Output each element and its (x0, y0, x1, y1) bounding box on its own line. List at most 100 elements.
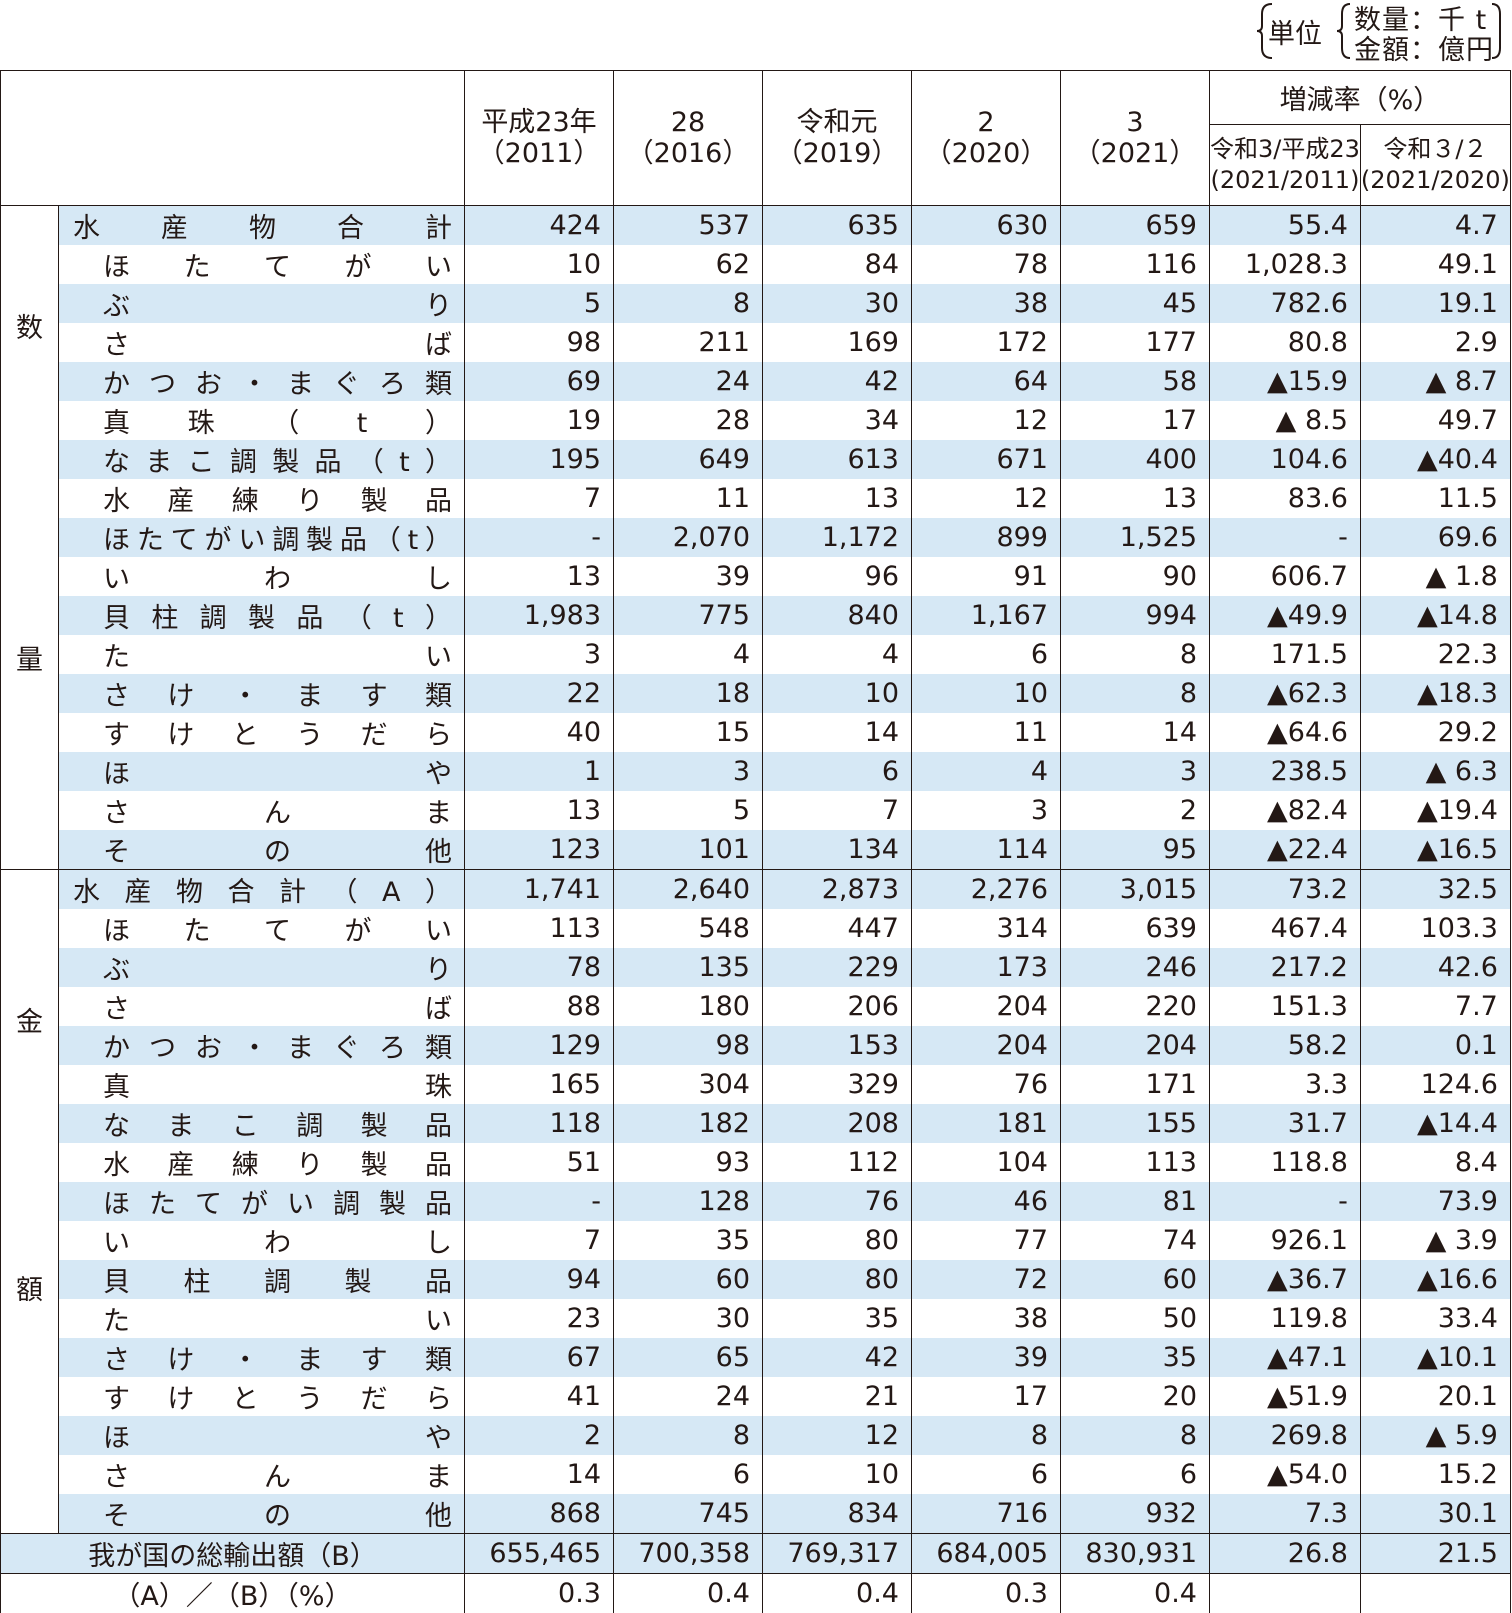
value-cell: 104.6 (1210, 440, 1361, 479)
value-cell: 8 (614, 284, 763, 323)
value-cell: 35 (1061, 1338, 1210, 1377)
section-value: 金額 (1, 870, 59, 1534)
value-cell: 2,276 (912, 870, 1061, 910)
value-cell: 83.6 (1210, 479, 1361, 518)
value-cell: 58.2 (1210, 1026, 1361, 1065)
row-label: さんま (59, 1455, 465, 1494)
value-cell: 119.8 (1210, 1299, 1361, 1338)
value-cell: 76 (763, 1182, 912, 1221)
value-cell: 15 (614, 713, 763, 752)
row-label: ぶり (59, 284, 465, 323)
value-cell: 537 (614, 206, 763, 246)
value-cell: 13 (1061, 479, 1210, 518)
value-cell: 8 (1061, 674, 1210, 713)
value-cell: 77 (912, 1221, 1061, 1260)
value-cell: 745 (614, 1494, 763, 1534)
value-cell: 13 (763, 479, 912, 518)
value-cell: 2,873 (763, 870, 912, 910)
value-cell: 80 (763, 1221, 912, 1260)
row-label: いわし (59, 1221, 465, 1260)
value-cell: 51 (465, 1143, 614, 1182)
value-cell: ▲22.4 (1210, 830, 1361, 870)
value-cell: 20 (1061, 1377, 1210, 1416)
value-cell: 118 (465, 1104, 614, 1143)
value-cell: 1 (465, 752, 614, 791)
value-cell: 684,005 (912, 1534, 1061, 1574)
value-cell: ▲14.8 (1360, 596, 1510, 635)
value-cell: 93 (614, 1143, 763, 1182)
value-cell: 639 (1061, 909, 1210, 948)
value-cell: ▲ 1.8 (1360, 557, 1510, 596)
value-cell: 1,983 (465, 596, 614, 635)
value-cell: - (465, 518, 614, 557)
row-label: その他 (59, 1494, 465, 1534)
value-cell: 548 (614, 909, 763, 948)
value-cell: 671 (912, 440, 1061, 479)
value-cell: 5 (614, 791, 763, 830)
value-cell: 0.3 (465, 1574, 614, 1613)
section-value-bottom: 額 (1, 1268, 58, 1307)
value-cell: 7 (465, 1221, 614, 1260)
value-cell: 23 (465, 1299, 614, 1338)
value-cell: 3 (614, 752, 763, 791)
value-cell: 72 (912, 1260, 1061, 1299)
value-cell: 26.8 (1210, 1534, 1361, 1574)
value-cell: 238.5 (1210, 752, 1361, 791)
year-header-2016: 28（2016） (614, 71, 763, 206)
value-cell: 635 (763, 206, 912, 246)
value-cell: 769,317 (763, 1534, 912, 1574)
value-cell: ▲10.1 (1360, 1338, 1510, 1377)
value-cell: 69 (465, 362, 614, 401)
value-cell: 29.2 (1360, 713, 1510, 752)
value-cell: ▲49.9 (1210, 596, 1361, 635)
value-cell: 3 (465, 635, 614, 674)
value-cell: 926.1 (1210, 1221, 1361, 1260)
value-cell: 716 (912, 1494, 1061, 1534)
value-cell: 868 (465, 1494, 614, 1534)
row-label: 水産練り製品 (59, 479, 465, 518)
footer-label: 我が国の総輸出額（B） (1, 1534, 465, 1574)
value-cell: 74 (1061, 1221, 1210, 1260)
row-label: ほたてがい調製品（t） (59, 518, 465, 557)
value-cell: 65 (614, 1338, 763, 1377)
row-label: かつお・まぐろ類 (59, 1026, 465, 1065)
value-cell: 1,028.3 (1210, 245, 1361, 284)
row-label: 水産物合計（A） (59, 870, 465, 910)
value-cell: 8 (1061, 1416, 1210, 1455)
value-cell: 3 (912, 791, 1061, 830)
value-cell: 128 (614, 1182, 763, 1221)
value-cell: 211 (614, 323, 763, 362)
value-cell: 304 (614, 1065, 763, 1104)
row-label: なまこ調製品 (59, 1104, 465, 1143)
row-label: すけとうだら (59, 713, 465, 752)
value-cell: 31.7 (1210, 1104, 1361, 1143)
value-cell: 39 (614, 557, 763, 596)
value-cell: 8 (614, 1416, 763, 1455)
value-cell: 30.1 (1360, 1494, 1510, 1534)
value-cell: 78 (912, 245, 1061, 284)
value-cell: 12 (912, 479, 1061, 518)
value-cell: 229 (763, 948, 912, 987)
value-cell: 30 (614, 1299, 763, 1338)
value-cell: 7 (465, 479, 614, 518)
value-cell: 220 (1061, 987, 1210, 1026)
value-cell: 400 (1061, 440, 1210, 479)
value-cell: 13 (465, 791, 614, 830)
value-cell: ▲ 3.9 (1360, 1221, 1510, 1260)
value-cell: 2 (1061, 791, 1210, 830)
value-cell: 35 (614, 1221, 763, 1260)
value-cell: ▲ 5.9 (1360, 1416, 1510, 1455)
value-cell: 775 (614, 596, 763, 635)
value-cell: 467.4 (1210, 909, 1361, 948)
value-cell: - (1210, 1182, 1361, 1221)
value-cell (1360, 1574, 1510, 1613)
